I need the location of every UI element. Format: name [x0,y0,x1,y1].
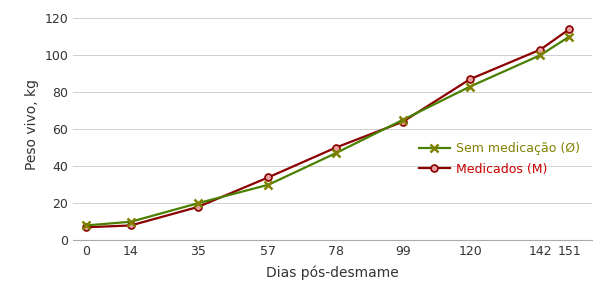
Y-axis label: Peso vivo, kg: Peso vivo, kg [25,79,39,170]
Medicados (M) [565,28,573,31]
Medicados (M) [82,226,90,229]
Medicados (M) [195,205,202,209]
Sem medicação (Ø) [265,183,272,186]
Medicados (M) [537,48,544,51]
Sem medicação (Ø) [127,220,134,224]
Line: Medicados (M): Medicados (M) [82,26,573,231]
Medicados (M) [265,176,272,179]
Medicados (M) [399,120,406,124]
Sem medicação (Ø) [399,118,406,122]
X-axis label: Dias pós-desmame: Dias pós-desmame [266,265,399,280]
Medicados (M) [127,224,134,227]
Sem medicação (Ø) [467,85,474,88]
Legend: Sem medicação (Ø), Medicados (M): Sem medicação (Ø), Medicados (M) [418,142,580,176]
Medicados (M) [467,77,474,81]
Sem medicação (Ø) [537,53,544,57]
Sem medicação (Ø) [332,151,339,155]
Sem medicação (Ø) [565,35,573,38]
Sem medicação (Ø) [195,202,202,205]
Line: Sem medicação (Ø): Sem medicação (Ø) [82,33,573,230]
Sem medicação (Ø) [82,224,90,227]
Medicados (M) [332,146,339,149]
